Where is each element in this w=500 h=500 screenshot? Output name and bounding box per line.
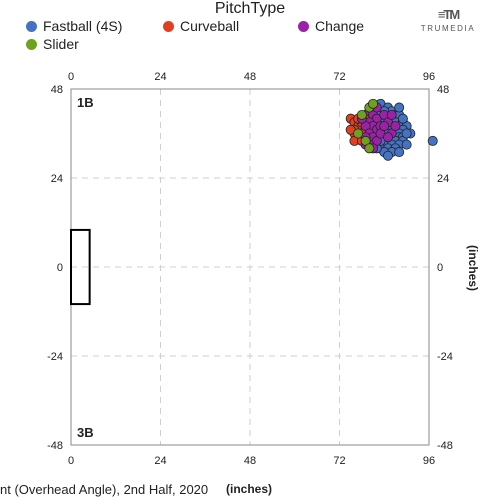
y-tick-label-right: 0: [437, 262, 443, 274]
pitch-point-change[interactable]: [390, 121, 401, 132]
pitch-point-fastball-4s[interactable]: [382, 150, 393, 161]
pitch-point-fastball-4s[interactable]: [397, 113, 408, 124]
x-tick-label-top: 24: [154, 71, 166, 83]
x-tick-label-bottom: 72: [333, 455, 345, 467]
y-axis-title: (inches): [466, 245, 480, 291]
x-tick-label-top: 72: [333, 71, 345, 83]
legend-item-slider[interactable]: Slider: [26, 36, 79, 52]
pitch-point-slider[interactable]: [353, 128, 364, 139]
y-tick-label-left: -24: [47, 351, 63, 363]
legend-label-curveball: Curveball: [180, 18, 240, 34]
corner-label-1b: 1B: [77, 95, 94, 110]
legend-title: PitchType: [214, 0, 286, 17]
legend-label-change: Change: [315, 18, 365, 34]
legend-item-fastball[interactable]: Fastball (4S): [26, 18, 122, 34]
pitch-point-fastball-4s[interactable]: [401, 128, 412, 139]
legend-dot-change: [298, 21, 309, 32]
brand-mark: ≡TM: [437, 7, 460, 22]
x-tick-label-bottom: 0: [68, 455, 74, 467]
brand-name: TRUMEDIA: [420, 24, 476, 33]
y-tick-label-right: -48: [437, 440, 453, 452]
x-tick-label-bottom: 24: [154, 455, 166, 467]
footer-caption: nt (Overhead Angle), 2nd Half, 2020: [0, 482, 208, 497]
base-rectangle: [70, 228, 91, 306]
legend-dot-slider: [26, 39, 37, 50]
pitch-point-fastball-4s[interactable]: [427, 135, 438, 146]
y-tick-label-left: 0: [57, 262, 63, 274]
legend-item-curveball[interactable]: Curveball: [163, 18, 239, 34]
pitch-points: [345, 98, 438, 161]
y-tick-label-left: 48: [51, 84, 63, 96]
legend-dot-curveball: [163, 21, 174, 32]
y-tick-label-left: 24: [51, 173, 63, 185]
y-tick-label-right: 24: [437, 173, 449, 185]
legend-label-slider: Slider: [43, 36, 79, 52]
x-tick-label-bottom: 48: [244, 455, 256, 467]
y-tick-label-left: -48: [47, 440, 63, 452]
pitch-point-fastball-4s[interactable]: [394, 147, 405, 158]
x-tick-label-top: 48: [244, 71, 256, 83]
pitch-point-fastball-4s[interactable]: [401, 139, 412, 150]
pitch-point-change[interactable]: [382, 132, 393, 143]
pitch-point-change[interactable]: [379, 121, 390, 132]
pitch-point-change[interactable]: [386, 109, 397, 120]
pitch-point-fastball-4s[interactable]: [394, 102, 405, 113]
x-tick-label-top: 0: [68, 71, 74, 83]
grid-lines: [71, 89, 429, 445]
legend-item-change[interactable]: Change: [298, 18, 364, 34]
x-tick-label-top: 96: [423, 71, 435, 83]
legend-label-fastball: Fastball (4S): [43, 18, 123, 34]
y-tick-label-right: -24: [437, 351, 453, 363]
corner-label-3b: 3B: [77, 425, 94, 440]
x-tick-label-bottom: 96: [423, 455, 435, 467]
trumedia-logo: ≡TM TRUMEDIA: [408, 7, 488, 34]
legend-dot-fastball: [26, 21, 37, 32]
x-axis-title: (inches): [226, 482, 272, 496]
pitch-point-slider[interactable]: [356, 109, 367, 120]
pitch-point-slider[interactable]: [368, 98, 379, 109]
y-tick-label-right: 48: [437, 84, 449, 96]
pitch-point-slider[interactable]: [364, 143, 375, 154]
